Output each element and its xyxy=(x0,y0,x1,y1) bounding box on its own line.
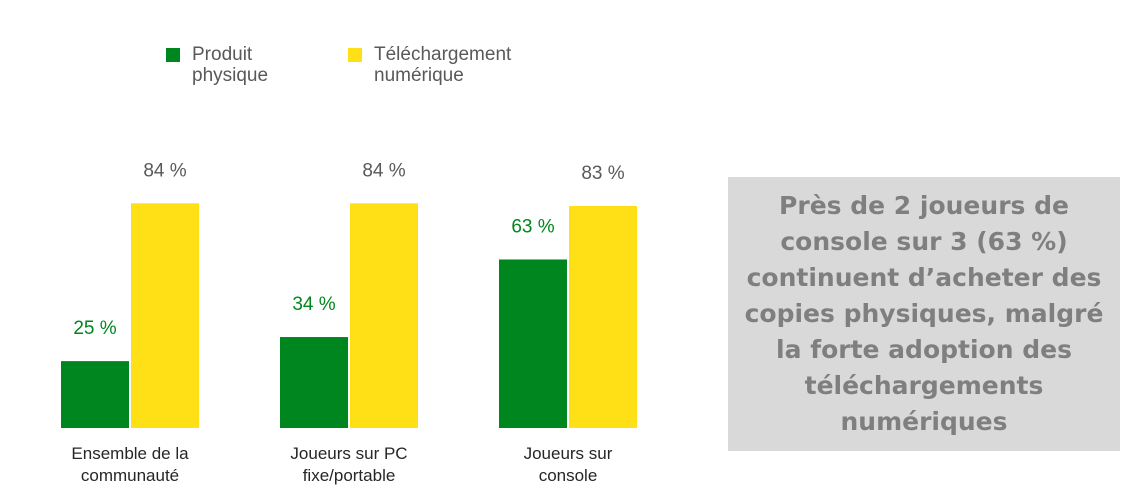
category-label-1-line-0: Joueurs sur PC xyxy=(290,444,407,463)
bar-digital-2 xyxy=(569,205,637,428)
legend-item-digital: Téléchargement numérique xyxy=(348,44,564,86)
callout-box: Près de 2 joueurs de console sur 3 (63 %… xyxy=(728,177,1120,451)
legend-item-physical: Produit physique xyxy=(166,44,382,86)
bar-physical-1 xyxy=(280,337,348,428)
legend-swatch-physical xyxy=(166,48,180,62)
bar-digital-1 xyxy=(350,203,418,428)
category-label-2-line-0: Joueurs sur xyxy=(524,444,613,463)
data-label-physical-0: 25 % xyxy=(73,318,116,339)
category-label-1-line-1: fixe/portable xyxy=(303,466,396,485)
category-label-2-line-1: console xyxy=(539,466,598,485)
category-label-0-line-0: Ensemble de la xyxy=(71,444,189,463)
bar-digital-0 xyxy=(131,203,199,428)
legend-label-physical: Produit physique xyxy=(192,44,269,86)
legend-swatch-digital xyxy=(348,48,362,62)
data-label-digital-0: 84 % xyxy=(143,160,186,181)
category-label-0-line-1: communauté xyxy=(81,466,179,485)
data-label-physical-1: 34 % xyxy=(292,294,335,315)
data-label-physical-2: 63 % xyxy=(511,216,554,237)
bar-physical-0 xyxy=(61,361,129,428)
bar-physical-2 xyxy=(499,259,567,428)
data-label-digital-2: 83 % xyxy=(581,163,624,184)
data-label-digital-1: 84 % xyxy=(362,160,405,181)
bar-chart: 25 % 84 % Ensemble de la communauté 34 % 84 %… xyxy=(61,160,637,485)
callout-text: Près de 2 joueurs de console sur 3 (63 %… xyxy=(744,191,1104,436)
legend-label-digital: Téléchargement numérique xyxy=(374,44,512,86)
